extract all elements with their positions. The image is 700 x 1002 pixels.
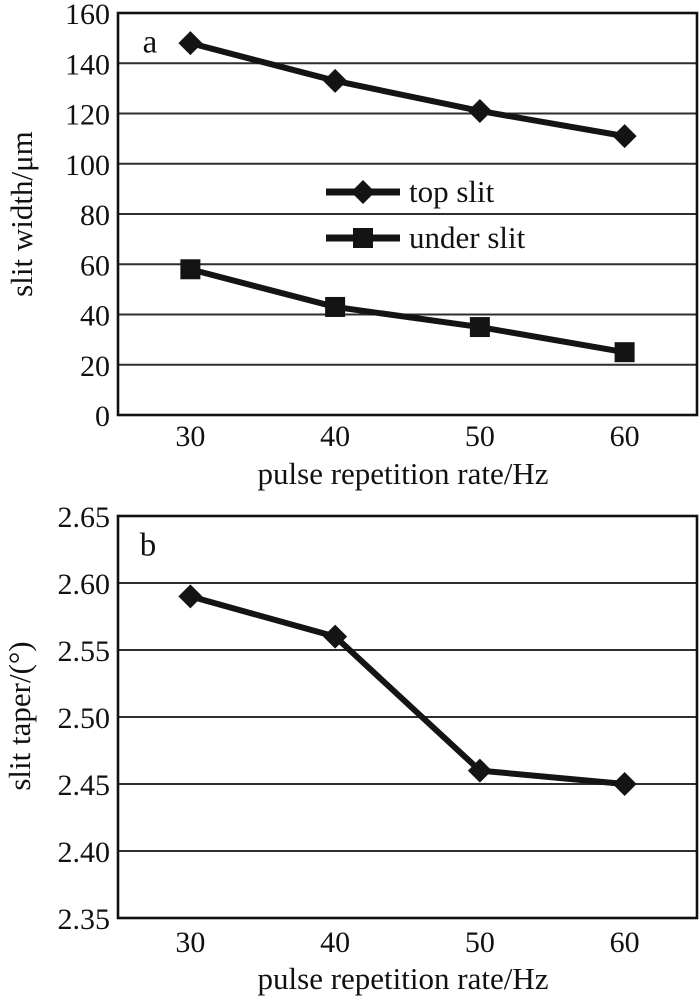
x-tick-label: 40 xyxy=(320,926,350,959)
y-tick-label: 2.55 xyxy=(58,635,111,668)
chart-b-plot: 2.35 2.40 2.45 2.50 2.55 2.60 2.65 30 40 50 60 xyxy=(58,501,699,959)
y-tick-label: 60 xyxy=(80,249,110,282)
series-line-top slit xyxy=(189,40,626,140)
diamond-marker xyxy=(323,624,348,649)
diamond-marker xyxy=(612,772,637,796)
diamond-marker xyxy=(467,758,492,783)
y-tick-label: 160 xyxy=(65,0,110,31)
y-tick-label: 140 xyxy=(65,48,110,81)
y-tick-label: 2.45 xyxy=(58,769,111,802)
square-line-marker-icon xyxy=(326,228,400,248)
square-marker xyxy=(180,259,201,280)
diamond-marker xyxy=(467,98,492,123)
y-tick-label: 40 xyxy=(80,300,110,333)
x-tick-label: 60 xyxy=(610,926,640,959)
diamond-marker xyxy=(178,31,203,56)
y-tick-label: 2.50 xyxy=(58,702,111,735)
chart-a-plot: 0 20 40 60 80 100 120 140 160 30 40 50 60 xyxy=(65,0,699,453)
y-tick-label: 100 xyxy=(65,149,110,182)
y-tick-label: 2.40 xyxy=(58,836,111,869)
y-tick-label: 120 xyxy=(65,99,110,132)
legend-label-under-slit: under slit xyxy=(409,220,526,255)
x-tick-label: 40 xyxy=(320,420,350,453)
y-tick-label: 2.65 xyxy=(58,501,111,534)
legend-item-top-slit: top slit xyxy=(326,169,525,215)
legend-item-under-slit: under slit xyxy=(326,215,525,261)
x-tick-label: 30 xyxy=(175,926,205,959)
panel-label-a: a xyxy=(142,24,158,61)
x-tick-label: 60 xyxy=(610,420,640,453)
panel-label-b: b xyxy=(139,527,157,564)
y-tick-label: 20 xyxy=(80,350,110,383)
diamond-line-marker-icon xyxy=(326,180,400,204)
diamond-marker xyxy=(178,584,203,609)
series-line-under slit xyxy=(189,266,626,356)
y-tick-label: 80 xyxy=(80,199,110,232)
chart-a-legend: top slit under slit xyxy=(326,169,525,261)
series-line-b xyxy=(189,593,625,787)
y-tick-label: 0 xyxy=(95,400,110,433)
diamond-marker xyxy=(612,124,637,149)
square-marker xyxy=(469,317,490,338)
x-tick-label: 50 xyxy=(465,420,495,453)
chart-a-x-axis-label: pulse repetition rate/Hz xyxy=(257,456,549,491)
plot-border xyxy=(116,514,699,920)
legend-label-top-slit: top slit xyxy=(409,174,495,209)
chart-b-x-axis-label: pulse repetition rate/Hz xyxy=(257,961,549,996)
x-tick-label: 50 xyxy=(465,926,495,959)
chart-a-y-axis-label: slit width/μm xyxy=(4,131,39,297)
plot-border xyxy=(116,11,699,417)
square-marker xyxy=(614,342,635,363)
y-tick-label: 2.35 xyxy=(58,903,111,936)
diamond-marker xyxy=(323,68,348,93)
chart-b-y-axis-label: slit taper/(°) xyxy=(2,641,37,791)
square-marker xyxy=(325,296,346,317)
x-tick-label: 30 xyxy=(175,420,205,453)
y-tick-label: 2.60 xyxy=(58,568,111,601)
